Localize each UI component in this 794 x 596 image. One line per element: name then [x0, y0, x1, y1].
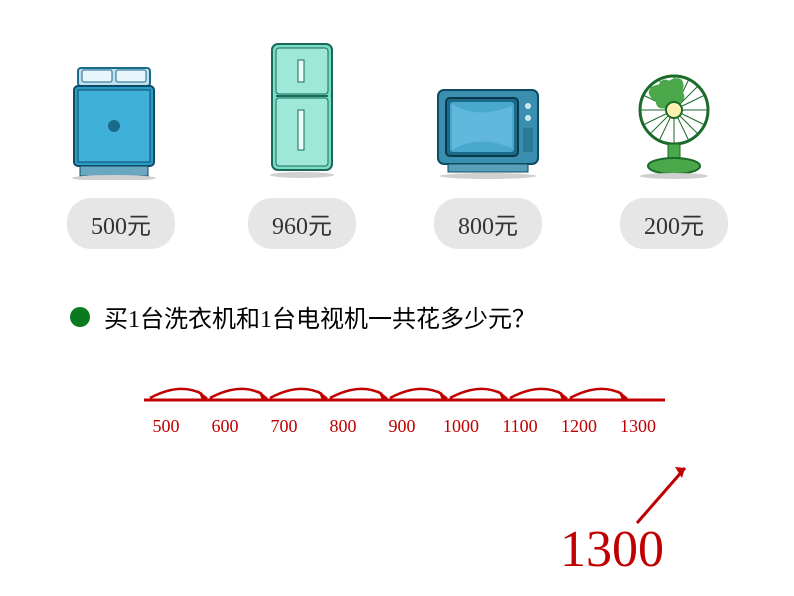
fridge-image — [262, 40, 342, 180]
washer-image — [66, 40, 176, 180]
products-row: 500元 960元 — [0, 0, 794, 259]
tick-label: 1300 — [614, 416, 662, 437]
tick-label: 700 — [260, 416, 308, 437]
tick-label: 500 — [142, 416, 190, 437]
fan-image — [624, 40, 724, 180]
bullet-icon — [70, 307, 90, 327]
answer-value: 1300 — [560, 520, 664, 579]
product-tv: 800元 — [428, 40, 548, 249]
tick-label: 600 — [201, 416, 249, 437]
number-line-svg — [140, 364, 680, 414]
tick-label: 1000 — [437, 416, 485, 437]
number-line: 500 600 700 800 900 1000 1100 1200 1300 — [140, 364, 680, 437]
tick-label: 1100 — [496, 416, 544, 437]
tv-image — [428, 40, 548, 180]
tick-label: 900 — [378, 416, 426, 437]
price-fan: 200元 — [620, 198, 728, 249]
price-washer: 500元 — [67, 198, 175, 249]
tick-label: 1200 — [555, 416, 603, 437]
product-fan: 200元 — [620, 40, 728, 249]
product-washer: 500元 — [66, 40, 176, 249]
number-line-ticks: 500 600 700 800 900 1000 1100 1200 1300 — [142, 416, 662, 437]
price-fridge: 960元 — [248, 198, 356, 249]
price-tv: 800元 — [434, 198, 542, 249]
question-text: 买1台洗衣机和1台电视机一共花多少元？ — [104, 299, 536, 334]
question-row: 买1台洗衣机和1台电视机一共花多少元？ — [70, 299, 794, 334]
product-fridge: 960元 — [248, 40, 356, 249]
tick-label: 800 — [319, 416, 367, 437]
